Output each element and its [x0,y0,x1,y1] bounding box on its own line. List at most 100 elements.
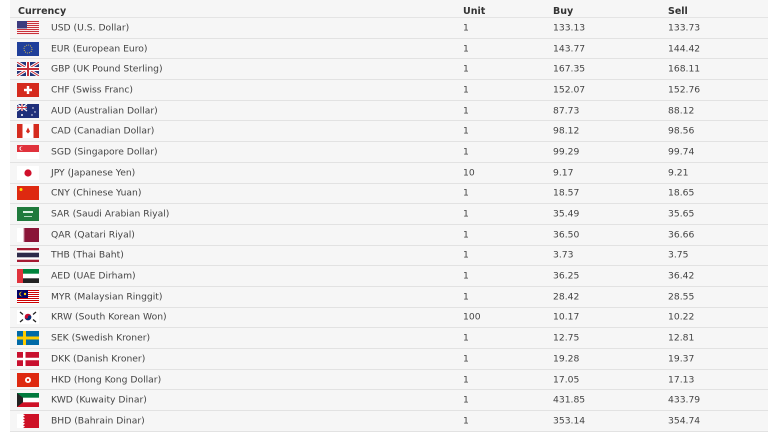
sell-rate: 168.11 [668,63,701,75]
header-sell: Sell [668,6,688,17]
currency-name: CNY (Chinese Yuan) [51,187,142,199]
currency-unit: 1 [463,146,469,158]
table-body: USD (U.S. Dollar) 1 133.13 133.73 EUR (Europ… [10,18,768,432]
sell-rate: 9.21 [668,167,689,179]
sell-rate: 18.65 [668,187,695,199]
sell-rate: 433.79 [668,394,701,406]
sell-rate: 36.42 [668,270,695,282]
currency-name: KRW (South Korean Won) [51,311,167,323]
table-row: THB (Thai Baht) 1 3.73 3.75 [10,246,768,267]
singapore-flag-icon [17,144,39,159]
currency-unit: 10 [463,167,475,179]
sweden-flag-icon [17,331,39,346]
sell-rate: 88.12 [668,105,695,117]
canada-flag-icon [17,124,39,139]
buy-rate: 431.85 [553,394,586,406]
sell-rate: 144.42 [668,43,701,55]
sell-rate: 17.13 [668,374,695,386]
currency-name: SAR (Saudi Arabian Riyal) [51,208,170,220]
buy-rate: 35.49 [553,208,580,220]
buy-rate: 98.12 [553,125,580,137]
table-row: HKD (Hong Kong Dollar) 1 17.05 17.13 [10,370,768,391]
header-unit: Unit [463,6,486,17]
korea-flag-icon [17,310,39,325]
currency-unit: 1 [463,249,469,261]
currency-name: JPY (Japanese Yen) [51,167,136,179]
header-buy: Buy [553,6,574,17]
currency-unit: 1 [463,125,469,137]
sell-rate: 36.66 [668,229,695,241]
buy-rate: 10.17 [553,311,580,323]
currency-unit: 1 [463,394,469,406]
currency-unit: 1 [463,332,469,344]
buy-rate: 87.73 [553,105,580,117]
buy-rate: 9.17 [553,167,574,179]
currency-name: QAR (Qatari Riyal) [51,229,135,241]
sell-rate: 19.37 [668,353,695,365]
buy-rate: 133.13 [553,22,586,34]
currency-unit: 1 [463,105,469,117]
denmark-flag-icon [17,351,39,366]
currency-name: KWD (Kuwaity Dinar) [51,394,147,406]
sell-rate: 28.55 [668,291,695,303]
sell-rate: 12.81 [668,332,695,344]
table-row: AED (UAE Dirham) 1 36.25 36.42 [10,266,768,287]
currency-name: CHF (Swiss Franc) [51,84,133,96]
table-row: USD (U.S. Dollar) 1 133.13 133.73 [10,18,768,39]
currency-unit: 1 [463,270,469,282]
currency-unit: 1 [463,22,469,34]
swiss-flag-icon [17,82,39,97]
japan-flag-icon [17,165,39,180]
table-row: QAR (Qatari Riyal) 1 36.50 36.66 [10,225,768,246]
currency-unit: 1 [463,229,469,241]
table-row: DKK (Danish Kroner) 1 19.28 19.37 [10,349,768,370]
thailand-flag-icon [17,248,39,263]
australia-flag-icon [17,103,39,118]
buy-rate: 152.07 [553,84,586,96]
currency-name: AED (UAE Dirham) [51,270,136,282]
buy-rate: 99.29 [553,146,580,158]
malaysia-flag-icon [17,289,39,304]
buy-rate: 353.14 [553,415,586,427]
buy-rate: 19.28 [553,353,580,365]
china-flag-icon [17,186,39,201]
currency-name: USD (U.S. Dollar) [51,22,130,34]
sell-rate: 99.74 [668,146,695,158]
sell-rate: 35.65 [668,208,695,220]
currency-unit: 1 [463,353,469,365]
saudi-flag-icon [17,207,39,222]
currency-name: GBP (UK Pound Sterling) [51,63,163,75]
table-row: JPY (Japanese Yen) 10 9.17 9.21 [10,163,768,184]
currency-name: MYR (Malaysian Ringgit) [51,291,163,303]
qatar-flag-icon [17,227,39,242]
currency-unit: 1 [463,415,469,427]
currency-name: THB (Thai Baht) [51,249,124,261]
table-row: CHF (Swiss Franc) 1 152.07 152.76 [10,80,768,101]
currency-name: EUR (European Euro) [51,43,148,55]
table-row: SAR (Saudi Arabian Riyal) 1 35.49 35.65 [10,204,768,225]
buy-rate: 18.57 [553,187,580,199]
currency-name: BHD (Bahrain Dinar) [51,415,145,427]
currency-name: DKK (Danish Kroner) [51,353,146,365]
header-currency: Currency [18,6,67,17]
currency-unit: 1 [463,208,469,220]
bahrain-flag-icon [17,413,39,428]
sell-rate: 354.74 [668,415,701,427]
table-row: GBP (UK Pound Sterling) 1 167.35 168.11 [10,59,768,81]
currency-unit: 100 [463,311,481,323]
eu-flag-icon [17,41,39,56]
currency-name: CAD (Canadian Dollar) [51,125,155,137]
kuwait-flag-icon [17,393,39,408]
currency-unit: 1 [463,63,469,75]
currency-name: AUD (Australian Dollar) [51,105,158,117]
uk-flag-icon [17,62,39,77]
table-row: SGD (Singapore Dollar) 1 99.29 99.74 [10,142,768,163]
exchange-rate-table: Currency Unit Buy Sell USD (U.S. Dollar)… [10,0,768,432]
table-header: Currency Unit Buy Sell [10,0,768,18]
table-row: KWD (Kuwaity Dinar) 1 431.85 433.79 [10,390,768,412]
currency-unit: 1 [463,43,469,55]
uae-flag-icon [17,269,39,284]
table-row: AUD (Australian Dollar) 1 87.73 88.12 [10,101,768,122]
buy-rate: 17.05 [553,374,580,386]
table-row: CAD (Canadian Dollar) 1 98.12 98.56 [10,121,768,143]
